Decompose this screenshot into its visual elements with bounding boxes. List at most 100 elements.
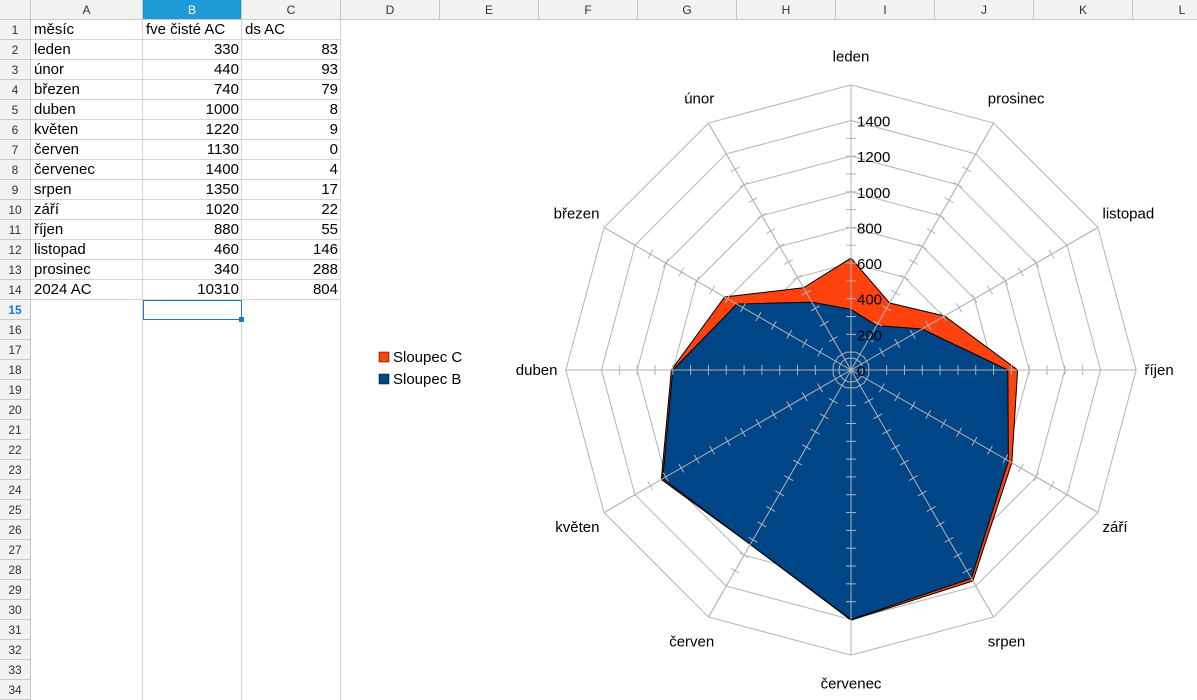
column-header-d[interactable]: D xyxy=(341,0,440,20)
row-header-21[interactable]: 21 xyxy=(0,420,31,440)
data-cell[interactable]: 804 xyxy=(312,281,338,298)
data-cell[interactable]: 1020 xyxy=(205,201,239,218)
row-header-5[interactable]: 5 xyxy=(0,100,31,120)
spoke-tick xyxy=(864,397,874,404)
column-header-g[interactable]: G xyxy=(638,0,737,20)
data-cell[interactable]: 4 xyxy=(329,161,338,178)
data-cell[interactable]: 146 xyxy=(312,241,338,258)
data-cell[interactable]: září xyxy=(34,201,60,218)
data-cell[interactable]: 330 xyxy=(213,41,239,58)
column-header-i[interactable]: I xyxy=(836,0,935,20)
column-header-b[interactable]: B xyxy=(143,0,242,20)
data-cell[interactable]: 2024 AC xyxy=(34,281,92,298)
row-header-16[interactable]: 16 xyxy=(0,320,31,340)
data-cell[interactable]: 880 xyxy=(213,221,239,238)
data-cell[interactable]: 1130 xyxy=(206,141,239,158)
header-cell[interactable]: fve čisté AC xyxy=(146,21,226,38)
column-header-k[interactable]: K xyxy=(1034,0,1133,20)
data-cell[interactable]: 1350 xyxy=(205,181,239,198)
column-header-f[interactable]: F xyxy=(539,0,638,20)
data-cell[interactable]: 340 xyxy=(213,261,239,278)
data-cell[interactable]: březen xyxy=(34,81,80,98)
row-header-11[interactable]: 11 xyxy=(0,220,31,240)
select-all-corner[interactable] xyxy=(0,0,31,20)
data-cell[interactable]: 55 xyxy=(321,221,338,238)
row-header-4[interactable]: 4 xyxy=(0,80,31,100)
column-header-a[interactable]: A xyxy=(31,0,143,20)
data-cell[interactable]: 17 xyxy=(321,181,338,198)
data-cell[interactable]: duben xyxy=(34,101,76,118)
row-header-19[interactable]: 19 xyxy=(0,380,31,400)
data-cell[interactable]: 440 xyxy=(213,61,239,78)
data-cell[interactable]: únor xyxy=(34,61,65,78)
row-header-10[interactable]: 10 xyxy=(0,200,31,220)
data-cell[interactable]: květen xyxy=(34,121,79,138)
data-cell[interactable]: 288 xyxy=(312,261,338,278)
row-header-18[interactable]: 18 xyxy=(0,360,31,380)
header-cell[interactable]: ds AC xyxy=(245,21,286,38)
data-cell[interactable]: 9 xyxy=(329,121,338,138)
spoke-tick xyxy=(908,259,918,265)
row-header-27[interactable]: 27 xyxy=(0,540,31,560)
row-header-13[interactable]: 13 xyxy=(0,260,31,280)
data-cell[interactable]: listopad xyxy=(34,241,86,258)
row-header-28[interactable]: 28 xyxy=(0,560,31,580)
data-cell[interactable]: 10310 xyxy=(197,281,239,298)
column-header-c[interactable]: C xyxy=(242,0,341,20)
data-cell[interactable]: 0 xyxy=(329,141,338,158)
row-header-22[interactable]: 22 xyxy=(0,440,31,460)
data-cell[interactable]: 1400 xyxy=(205,161,239,178)
column-header-e[interactable]: E xyxy=(440,0,539,20)
row-header-15[interactable]: 15 xyxy=(0,300,31,320)
column-header-l[interactable]: L xyxy=(1133,0,1197,20)
spoke-tick xyxy=(730,567,740,574)
row-header-25[interactable]: 25 xyxy=(0,500,31,520)
row-header-6[interactable]: 6 xyxy=(0,120,31,140)
data-cell[interactable]: 1220 xyxy=(205,121,239,138)
row-header-20[interactable]: 20 xyxy=(0,400,31,420)
spoke-tick xyxy=(748,197,758,204)
row-header-33[interactable]: 33 xyxy=(0,660,31,680)
column-header-j[interactable]: J xyxy=(935,0,1034,20)
row-header-23[interactable]: 23 xyxy=(0,460,31,480)
data-cell[interactable]: prosinec xyxy=(34,261,91,278)
row-header-8[interactable]: 8 xyxy=(0,160,31,180)
data-cell[interactable]: 83 xyxy=(321,41,338,58)
row-header-1[interactable]: 1 xyxy=(0,20,31,40)
header-cell[interactable]: měsíc xyxy=(34,21,75,38)
data-cell[interactable]: červenec xyxy=(34,161,95,178)
row-header-17[interactable]: 17 xyxy=(0,340,31,360)
data-cell[interactable]: 8 xyxy=(329,101,338,118)
data-cell[interactable]: leden xyxy=(34,41,71,58)
row-header-31[interactable]: 31 xyxy=(0,620,31,640)
row-header-12[interactable]: 12 xyxy=(0,240,31,260)
spoke-tick xyxy=(724,436,731,446)
data-cell[interactable]: srpen xyxy=(34,181,72,198)
row-header-14[interactable]: 14 xyxy=(0,280,31,300)
row-header-2[interactable]: 2 xyxy=(0,40,31,60)
active-cell-cursor[interactable] xyxy=(143,300,242,320)
row-header-29[interactable]: 29 xyxy=(0,580,31,600)
row-header-7[interactable]: 7 xyxy=(0,140,31,160)
row-header-3[interactable]: 3 xyxy=(0,60,31,80)
data-cell[interactable]: 93 xyxy=(321,61,338,78)
row-header-30[interactable]: 30 xyxy=(0,600,31,620)
row-header-24[interactable]: 24 xyxy=(0,480,31,500)
data-cell[interactable]: 1000 xyxy=(205,101,239,118)
radar-chart[interactable]: 0 200 400 600 800 1000 1200 1400 leden prosinec li… xyxy=(360,36,1197,698)
row-header-32[interactable]: 32 xyxy=(0,640,31,660)
data-cell[interactable]: 22 xyxy=(321,201,338,218)
spoke-tick xyxy=(894,338,901,348)
data-cell[interactable]: 79 xyxy=(321,81,338,98)
data-cell[interactable]: červen xyxy=(34,141,80,158)
row-header-9[interactable]: 9 xyxy=(0,180,31,200)
data-cell[interactable]: 460 xyxy=(213,241,239,258)
spoke-tick xyxy=(890,289,901,296)
data-cell[interactable]: 740 xyxy=(213,81,239,98)
row-header-34[interactable]: 34 xyxy=(0,680,31,700)
row-header-26[interactable]: 26 xyxy=(0,520,31,540)
autofill-handle[interactable] xyxy=(239,317,244,322)
data-cell[interactable]: říjen xyxy=(34,221,64,238)
column-header-h[interactable]: H xyxy=(737,0,836,20)
